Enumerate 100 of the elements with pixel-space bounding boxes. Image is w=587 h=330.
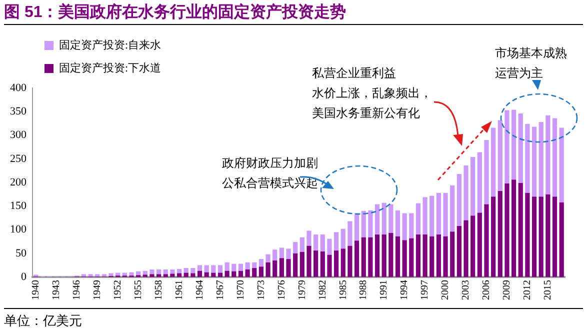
legend-label: 固定资产投资:自来水 [59, 38, 162, 52]
bar [232, 264, 236, 272]
bar [314, 234, 318, 251]
bar [197, 265, 202, 271]
bar [532, 196, 537, 277]
x-tick-label: 1949 [92, 280, 103, 300]
x-tick-label: 1955 [132, 280, 144, 300]
bar [484, 140, 489, 204]
bar [409, 238, 414, 277]
bar [224, 270, 230, 277]
bar [170, 269, 175, 274]
bar [361, 210, 366, 238]
bar [163, 269, 168, 274]
x-tick-label: 2003 [460, 280, 472, 300]
bar [293, 242, 298, 254]
x-tick-label: 1976 [276, 280, 288, 300]
bar [122, 272, 127, 276]
bar [450, 232, 455, 277]
bar [204, 265, 209, 272]
bar [258, 266, 264, 277]
bar [245, 262, 250, 270]
bar [190, 268, 196, 274]
x-tick-label: 1988 [358, 280, 370, 300]
bar [464, 220, 468, 277]
text: 市场基本成熟运营为主 [495, 46, 567, 80]
bar [238, 270, 244, 277]
bar [300, 252, 304, 277]
bar [81, 274, 86, 277]
bar [395, 210, 400, 236]
bar [361, 237, 366, 277]
bar [416, 234, 421, 277]
bar [129, 272, 134, 276]
bar [470, 156, 476, 216]
x-tick-label: 1964 [194, 280, 206, 300]
bar [108, 273, 114, 276]
bar [306, 246, 312, 277]
bar [224, 262, 230, 271]
bar [388, 204, 394, 234]
x-tick-label: 1943 [51, 280, 62, 300]
bar [314, 250, 318, 277]
bar [88, 274, 93, 277]
bar [552, 118, 558, 197]
bar [286, 248, 291, 260]
x-tick-label: 2006 [481, 280, 492, 300]
bar [464, 165, 468, 220]
bar [402, 213, 407, 240]
x-tick-label: 1952 [112, 280, 124, 300]
bar [232, 271, 236, 277]
bar [436, 192, 442, 234]
text: 单位：亿美元 [4, 313, 82, 328]
y-tick-label: 400 [10, 82, 27, 94]
annotation: 私营企业重利益水价上涨，乱象频出，美国水务重新公有化 [312, 66, 432, 120]
bar [334, 250, 339, 277]
bar [340, 248, 346, 277]
bar [382, 202, 386, 234]
bar [382, 234, 386, 277]
bar [116, 272, 120, 276]
bar [320, 251, 325, 277]
bar [511, 110, 516, 180]
legend-label: 固定资产投资:下水道 [59, 61, 162, 74]
bar [559, 128, 564, 202]
bar [525, 124, 530, 193]
bar [156, 269, 162, 274]
bar [504, 183, 510, 277]
bar [320, 234, 325, 252]
bar [176, 273, 182, 277]
bar [504, 110, 510, 184]
bar [525, 192, 530, 277]
bar [266, 262, 270, 277]
bar [327, 238, 332, 255]
bar [443, 236, 448, 277]
bar [395, 236, 400, 277]
bar [477, 212, 482, 277]
bar [279, 248, 284, 258]
x-tick-label: 1985 [338, 280, 349, 300]
x-tick-label: 2000 [440, 280, 452, 300]
bar [184, 272, 188, 277]
bar [436, 234, 442, 277]
bar [402, 240, 407, 277]
x-tick-label: 1991 [378, 280, 390, 300]
bar [456, 174, 462, 226]
bar [272, 250, 278, 260]
bar [306, 230, 312, 246]
x-tick-label: 1973 [256, 280, 267, 300]
bar [470, 216, 476, 277]
bar [511, 180, 516, 277]
bar [176, 268, 182, 274]
bar [430, 236, 434, 277]
x-tick-label: 1961 [174, 280, 185, 300]
bar [156, 274, 162, 277]
bar [552, 196, 558, 277]
bar [334, 232, 339, 251]
x-tick-label: 1946 [72, 280, 82, 300]
x-tick-label: 1967 [214, 280, 226, 300]
bar [245, 269, 250, 277]
bar [538, 122, 544, 197]
bar [368, 237, 373, 277]
bar [374, 204, 380, 234]
x-tick-label: 2015 [542, 280, 554, 300]
bar [211, 272, 216, 277]
